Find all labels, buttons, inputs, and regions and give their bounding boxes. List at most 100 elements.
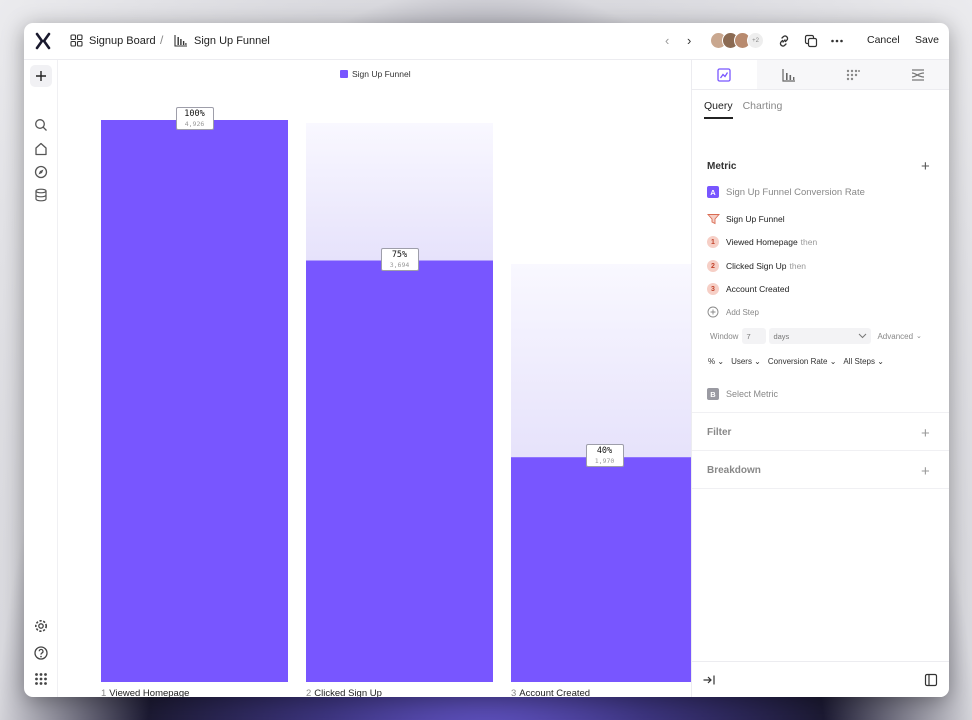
apps-grid-icon[interactable]: [33, 671, 49, 687]
advanced-toggle[interactable]: Advanced: [877, 331, 914, 341]
add-metric-plus-icon[interactable]: +: [921, 158, 930, 175]
step-number-badge: 1: [707, 236, 719, 248]
subtab-charting[interactable]: Charting: [742, 100, 783, 112]
create-new-button[interactable]: [30, 65, 52, 87]
dropdown-steps[interactable]: All Steps ⌄: [843, 357, 884, 366]
metric-a-badge: A: [707, 186, 719, 198]
window-value-input[interactable]: 7: [742, 328, 767, 344]
step-then: then: [789, 261, 807, 271]
dropoff-area[interactable]: [511, 264, 692, 458]
expand-sidebar-icon[interactable]: [33, 694, 49, 697]
help-icon[interactable]: [33, 645, 49, 661]
top-bar: Signup Board / Sign Up Funnel ‹ › +2: [24, 23, 949, 60]
add-filter-plus-icon[interactable]: +: [921, 425, 930, 442]
panel-footer: [692, 661, 949, 697]
gear-icon[interactable]: [33, 618, 49, 634]
more-options-icon[interactable]: [829, 33, 845, 49]
flows-icon: [911, 68, 924, 81]
compass-icon[interactable]: [33, 164, 49, 180]
step-label: Viewed Homepage: [726, 237, 798, 247]
app-logo-icon[interactable]: [33, 31, 53, 51]
dropdown-label: Users: [731, 357, 752, 366]
step-number: 3: [511, 688, 517, 697]
funnel-step-row[interactable]: 1 Viewed Homepage then: [707, 236, 817, 248]
collapse-panel-icon[interactable]: [702, 673, 716, 687]
search-icon[interactable]: [33, 117, 49, 133]
breadcrumb-report-label: Sign Up Funnel: [194, 34, 270, 47]
breadcrumb-board[interactable]: Signup Board: [70, 34, 156, 47]
dot-grid-icon: [847, 69, 861, 80]
funnel-bar[interactable]: [306, 260, 493, 683]
chevron-right-icon[interactable]: ›: [687, 33, 692, 48]
add-step-label: Add Step: [726, 307, 759, 317]
chevron-left-icon[interactable]: ‹: [665, 33, 670, 48]
database-icon[interactable]: [33, 187, 49, 203]
tab-dots[interactable]: [821, 60, 886, 89]
window-label: Window: [710, 331, 739, 341]
link-icon[interactable]: [776, 33, 792, 49]
metric-b-badge: B: [707, 388, 719, 400]
step-number-badge: 2: [707, 260, 719, 272]
step-name: Clicked Sign Up: [314, 688, 382, 697]
plus-icon: [36, 71, 46, 81]
x-tick-label: 2 Clicked Sign Up: [306, 688, 382, 697]
dropdown-label: All Steps: [843, 357, 875, 366]
x-tick-label: 1 Viewed Homepage: [101, 688, 189, 697]
bar-value-tag: 100% 4,926: [175, 107, 214, 130]
window-unit-select[interactable]: days: [769, 328, 872, 344]
home-icon[interactable]: [33, 141, 49, 157]
save-button[interactable]: Save: [915, 34, 939, 46]
tab-flows[interactable]: [886, 60, 950, 89]
add-breakdown-plus-icon[interactable]: +: [921, 463, 930, 480]
dropdown-label: %: [708, 357, 716, 366]
duplicate-icon[interactable]: [803, 33, 819, 49]
plus-circle-icon: [707, 306, 719, 318]
dropdown-measure[interactable]: Conversion Rate ⌄: [767, 357, 837, 366]
breadcrumb-report[interactable]: Sign Up Funnel: [174, 34, 270, 47]
breakdown-section-title[interactable]: Breakdown: [707, 465, 761, 476]
funnel-name-row[interactable]: Sign Up Funnel: [707, 213, 785, 225]
bar-percent-label: 40%: [596, 446, 613, 457]
bar-percent-label: 75%: [391, 249, 408, 260]
dropdown-users[interactable]: Users ⌄: [731, 357, 761, 366]
dropoff-area[interactable]: [306, 123, 493, 261]
metric-b-label: Select Metric: [726, 389, 779, 399]
metric-a-label: Sign Up Funnel Conversion Rate: [726, 186, 865, 198]
left-sidebar: [24, 60, 58, 697]
divider: [692, 412, 949, 413]
bar-chart-icon: [174, 35, 187, 47]
chevron-down-icon: [859, 333, 867, 339]
bar-count-label: 4,926: [184, 120, 205, 128]
subtab-query[interactable]: Query: [704, 100, 733, 119]
metric-a-row[interactable]: A Sign Up Funnel Conversion Rate: [707, 186, 865, 198]
dropdown-format[interactable]: % ⌄: [708, 357, 725, 366]
step-label: Account Created: [726, 284, 790, 294]
funnel-icon: [707, 214, 720, 225]
funnel-chart: Sign Up Funnel 100% 4,926 75% 3,694 40% 1,970…: [58, 60, 692, 697]
tab-metrics[interactable]: [692, 60, 757, 89]
tab-chart-type[interactable]: [757, 60, 822, 89]
panel-tabs: [692, 60, 949, 90]
bars-layer: [101, 120, 692, 683]
cancel-button[interactable]: Cancel: [867, 34, 900, 46]
chart-legend[interactable]: Sign Up Funnel: [340, 69, 411, 79]
step-label: Clicked Sign Up: [726, 261, 787, 271]
bar-value-tag: 75% 3,694: [380, 247, 419, 271]
filter-section-title[interactable]: Filter: [707, 427, 732, 438]
funnel-bar[interactable]: [101, 120, 288, 682]
collaborator-avatars[interactable]: +2: [710, 32, 764, 49]
funnel-bar[interactable]: [511, 457, 692, 682]
step-name: Account Created: [519, 688, 591, 697]
panel-subtabs: Query Charting: [704, 100, 792, 119]
metric-section-title: Metric: [707, 161, 737, 172]
legend-swatch: [340, 70, 348, 78]
step-name: Viewed Homepage: [109, 688, 190, 697]
funnel-step-row[interactable]: 3 Account Created: [707, 283, 789, 295]
bar-count-label: 1,970: [594, 457, 615, 466]
sidebar-toggle-icon[interactable]: [924, 673, 938, 687]
funnel-step-row[interactable]: 2 Clicked Sign Up then: [707, 260, 806, 272]
add-step-button[interactable]: Add Step: [707, 306, 759, 318]
dropdown-label: Conversion Rate: [767, 357, 828, 366]
breadcrumb-board-label: Signup Board: [89, 34, 156, 47]
metric-b-row[interactable]: B Select Metric: [707, 388, 778, 400]
